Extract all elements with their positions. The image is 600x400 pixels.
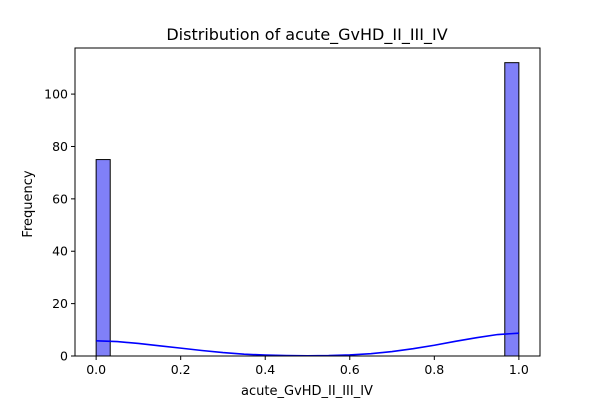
- x-tick-label: 0.2: [171, 362, 191, 377]
- x-axis-label: acute_GvHD_II_III_IV: [241, 384, 373, 399]
- plot-frame: [74, 47, 541, 357]
- ticks-layer: 0.0 0.2 0.4 0.6 0.8 1.0 0 20 40 60 80 100: [44, 87, 529, 377]
- x-tick-label: 0.0: [86, 362, 106, 377]
- x-tick-label: 0.4: [255, 362, 275, 377]
- y-tick-label: 0: [60, 349, 68, 364]
- bars-layer: [95, 62, 520, 357]
- x-tick-label: 0.6: [340, 362, 360, 377]
- y-tick-label: 100: [44, 87, 68, 102]
- chart-title: Distribution of acute_GvHD_II_III_IV: [166, 25, 447, 45]
- y-tick-label: 80: [52, 139, 68, 154]
- y-tick-label: 20: [52, 296, 68, 311]
- kde-layer: [96, 332, 519, 357]
- x-tick-label: 1.0: [509, 362, 529, 377]
- kde-line: [96, 332, 519, 357]
- histogram-bar: [95, 159, 111, 357]
- x-tick-label: 0.8: [424, 362, 444, 377]
- y-tick-label: 60: [52, 191, 68, 206]
- histogram-bar: [504, 62, 520, 357]
- y-tick-label: 40: [52, 244, 68, 259]
- y-axis-label: Frequency: [21, 170, 36, 237]
